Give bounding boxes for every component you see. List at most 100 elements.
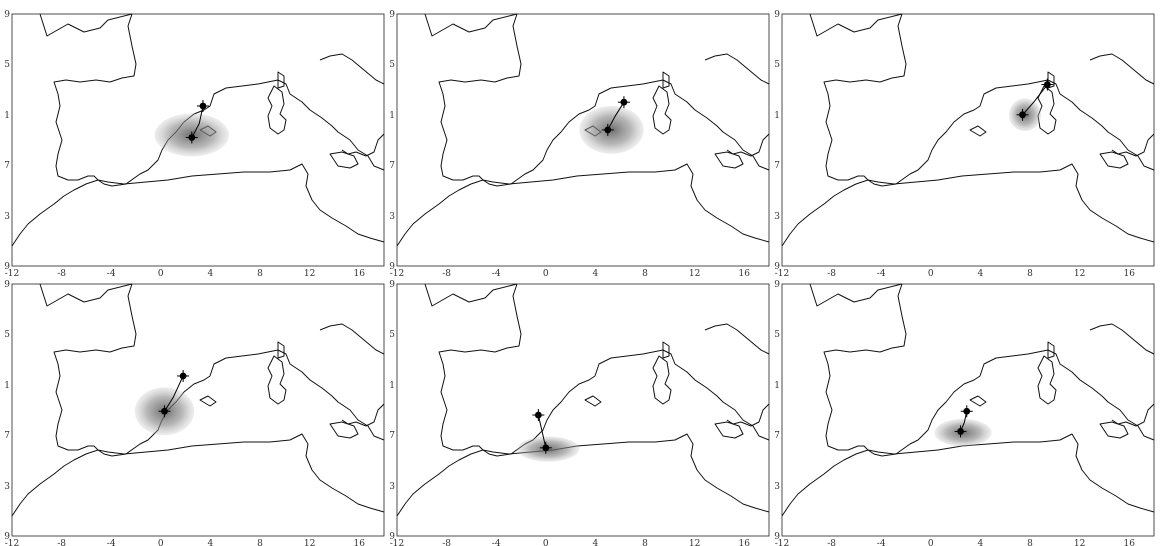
x-tick-label: -8 — [57, 539, 66, 546]
end-marker — [185, 131, 198, 144]
y-tick-label: 9 — [774, 10, 780, 20]
map-frame — [396, 13, 770, 267]
coastline-0 — [39, 283, 385, 457]
x-tick-label: 0 — [543, 539, 549, 546]
coastline-6 — [199, 395, 217, 407]
coastline-5 — [662, 71, 670, 89]
start-marker — [532, 409, 545, 422]
map-svg: -12 -8 -4 0 4 8 12 16 9 5 1 7 3 9 — [774, 10, 1155, 279]
y-tick-label: 7 — [774, 431, 780, 441]
y-tick-label: 1 — [774, 381, 780, 391]
panel-6: -12 -8 -4 0 4 8 12 16 9 5 1 7 3 9 — [770, 272, 1156, 546]
x-tick-label: 4 — [208, 539, 214, 546]
x-tick-label: 16 — [738, 539, 750, 546]
storm-track — [1022, 84, 1048, 116]
coastline-1 — [11, 163, 385, 247]
y-tick-label: 9 — [4, 532, 10, 542]
x-tick-label: 4 — [593, 269, 599, 279]
coastline-3 — [319, 53, 385, 157]
coastline-4 — [1099, 151, 1129, 169]
x-tick-label: -8 — [442, 269, 451, 279]
x-tick-label: -4 — [107, 539, 116, 546]
map-svg: -12 -8 -4 0 4 8 12 16 9 5 1 7 3 9 — [389, 280, 770, 546]
x-tick-label: 16 — [353, 269, 365, 279]
coastline-2 — [1037, 355, 1057, 405]
end-marker — [954, 425, 967, 438]
y-tick-label: 3 — [389, 482, 395, 492]
x-tick-label: -4 — [877, 539, 886, 546]
x-tick-label: 16 — [353, 539, 365, 546]
x-tick-label: -12 — [390, 269, 405, 279]
coastline-2 — [652, 355, 672, 405]
x-tick-label: -12 — [775, 539, 790, 546]
y-tick-label: 3 — [774, 482, 780, 492]
map-svg: -12 -8 -4 0 4 8 12 16 9 5 1 7 3 9 — [389, 10, 770, 279]
map-svg: -12 -8 -4 0 4 8 12 16 9 5 1 7 3 9 — [4, 10, 385, 279]
x-tick-label: 8 — [257, 539, 263, 546]
coastline-3 — [1089, 323, 1155, 427]
start-marker — [1041, 78, 1054, 91]
coastline-6 — [584, 395, 602, 407]
coastline-5 — [662, 341, 670, 359]
coastline-0 — [424, 13, 770, 187]
panel-5: -12 -8 -4 0 4 8 12 16 9 5 1 7 3 9 — [385, 272, 771, 546]
x-tick-label: 0 — [158, 269, 164, 279]
coastline-6 — [969, 125, 987, 137]
x-tick-label: 0 — [928, 539, 934, 546]
y-tick-label: 5 — [389, 60, 395, 70]
coastline-0 — [39, 13, 385, 187]
map-svg: -12 -8 -4 0 4 8 12 16 9 5 1 7 3 9 — [774, 280, 1155, 546]
x-tick-label: 4 — [978, 539, 984, 546]
y-tick-label: 9 — [389, 262, 395, 272]
x-tick-label: 4 — [208, 269, 214, 279]
y-tick-label: 9 — [389, 532, 395, 542]
x-tick-label: 12 — [304, 269, 315, 279]
coastline-1 — [781, 163, 1155, 247]
x-tick-label: 8 — [1027, 269, 1033, 279]
x-tick-label: -8 — [827, 269, 836, 279]
coastline-3 — [319, 323, 385, 427]
map-frame — [11, 283, 385, 537]
y-tick-label: 9 — [774, 280, 780, 290]
x-tick-label: 12 — [689, 539, 700, 546]
x-tick-label: -12 — [5, 269, 20, 279]
coastline-3 — [704, 323, 770, 427]
y-tick-label: 3 — [4, 212, 10, 222]
map-frame — [781, 13, 1155, 267]
y-tick-label: 5 — [4, 60, 10, 70]
x-tick-label: -12 — [390, 539, 405, 546]
y-tick-label: 5 — [389, 330, 395, 340]
coastline-3 — [704, 53, 770, 157]
end-marker — [601, 123, 614, 136]
y-tick-label: 1 — [389, 111, 395, 121]
coastline-2 — [1037, 85, 1057, 135]
coastline-4 — [329, 421, 359, 439]
coastline-2 — [267, 85, 287, 135]
y-tick-label: 9 — [4, 262, 10, 272]
y-tick-label: 5 — [4, 330, 10, 340]
x-tick-label: -12 — [775, 269, 790, 279]
x-tick-label: -4 — [492, 269, 501, 279]
x-tick-label: -8 — [827, 539, 836, 546]
y-tick-label: 9 — [4, 280, 10, 290]
y-tick-label: 9 — [774, 532, 780, 542]
y-tick-label: 1 — [774, 111, 780, 121]
end-marker — [158, 405, 171, 418]
x-tick-label: 16 — [1123, 539, 1135, 546]
end-marker — [539, 441, 552, 454]
panel-3: -12 -8 -4 0 4 8 12 16 9 5 1 7 3 9 — [770, 2, 1156, 279]
x-tick-label: 16 — [738, 269, 750, 279]
end-marker — [1016, 108, 1029, 121]
map-frame — [781, 283, 1155, 537]
coastline-5 — [277, 71, 285, 89]
start-marker — [196, 99, 209, 112]
coastline-0 — [809, 283, 1155, 457]
panel-4: -12 -8 -4 0 4 8 12 16 9 5 1 7 3 9 — [0, 272, 386, 546]
coastline-6 — [969, 395, 987, 407]
y-tick-label: 1 — [4, 381, 10, 391]
x-tick-label: 4 — [593, 539, 599, 546]
storm-track — [607, 101, 625, 131]
x-tick-label: -4 — [877, 269, 886, 279]
y-tick-label: 3 — [774, 212, 780, 222]
coastline-0 — [424, 283, 770, 457]
